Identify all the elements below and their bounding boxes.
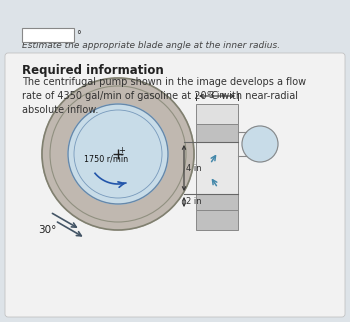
Text: +: +: [119, 146, 125, 155]
Bar: [196, 142, 238, 194]
Bar: [196, 210, 238, 230]
Bar: [196, 124, 238, 142]
Text: 1750 r/min: 1750 r/min: [84, 155, 128, 164]
Circle shape: [242, 126, 278, 162]
Circle shape: [68, 104, 168, 204]
Bar: [196, 104, 238, 124]
Text: Required information: Required information: [22, 64, 164, 77]
Text: 4 in: 4 in: [186, 164, 202, 173]
Circle shape: [42, 78, 194, 230]
Bar: [196, 194, 238, 210]
Text: 30°: 30°: [38, 225, 56, 235]
Bar: [22, 28, 74, 42]
Text: °: °: [76, 30, 81, 40]
Text: 2 in: 2 in: [186, 197, 202, 206]
Text: Estimate the appropriate blade angle at the inner radius.: Estimate the appropriate blade angle at …: [22, 41, 280, 50]
Text: The centrifugal pump shown in the image develops a flow
rate of 4350 gal/min of : The centrifugal pump shown in the image …: [22, 77, 306, 115]
FancyBboxPatch shape: [5, 53, 345, 317]
Text: 3 in: 3 in: [209, 91, 225, 100]
